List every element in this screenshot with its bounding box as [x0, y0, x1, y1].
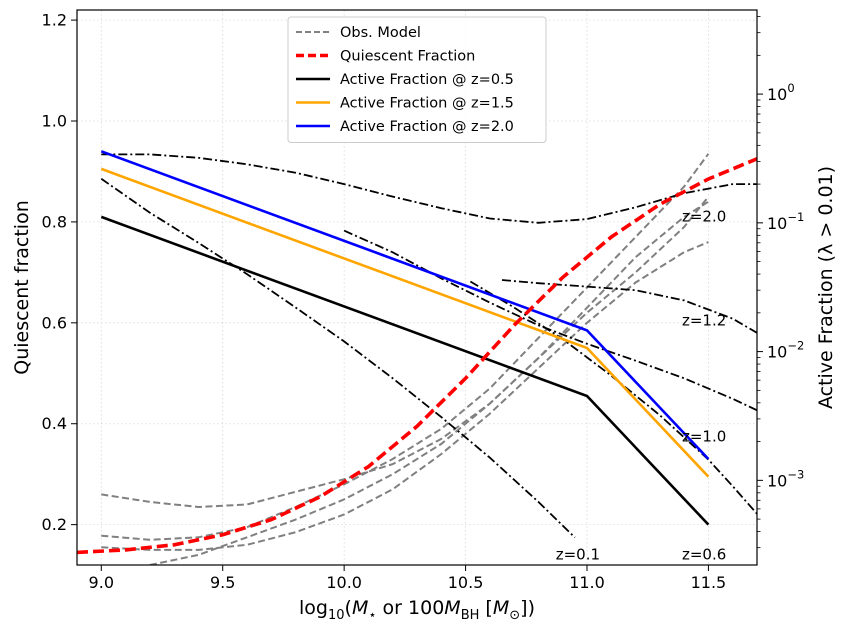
series-layer	[77, 150, 757, 565]
active-fraction-line-2	[100, 150, 710, 460]
y-tick-label-left: 0.6	[42, 313, 67, 332]
legend-label-3: Active Fraction @ z=1.5	[340, 96, 514, 112]
x-tick-label: 9.0	[89, 573, 114, 592]
legend-label-1: Quiescent Fraction	[340, 49, 475, 65]
quiescent-fraction-line	[77, 157, 757, 555]
x-axis-title: log10(M⋆ or 100MBH [M⊙])	[299, 597, 535, 623]
annotation-label: z=1.0	[682, 427, 726, 445]
y-axis-title-right: Active Fraction (λ > 0.01)	[815, 166, 837, 409]
y-tick-label-left: 0.4	[42, 414, 67, 433]
x-tick-label: 10.5	[448, 573, 484, 592]
x-tick-label: 9.5	[210, 573, 235, 592]
annotation-label: z=0.1	[556, 546, 600, 564]
x-tick-label: 11.0	[569, 573, 605, 592]
y-tick-label-left: 1.0	[42, 112, 67, 131]
legend-label-4: Active Fraction @ z=2.0	[340, 119, 514, 135]
active-fraction-line-1	[100, 167, 710, 478]
y-tick-label-left: 0.2	[42, 515, 67, 534]
active-fraction-dashdot-z-1-2	[501, 279, 757, 334]
legend-label-0: Obs. Model	[340, 25, 421, 41]
axes-frame	[76, 9, 758, 566]
active-fraction-dashdot-z-0-1	[100, 178, 576, 539]
y-axis-title-left: Quiescent fraction	[11, 200, 33, 375]
legend: Obs. Model Quiescent Fraction Active Fract…	[287, 16, 547, 143]
y-tick-label-right: 10−3	[767, 467, 804, 490]
x-tick-label: 11.5	[691, 573, 727, 592]
y-tick-label-right: 10−2	[767, 339, 804, 362]
annotation-label: z=1.2	[682, 311, 726, 329]
y-tick-label-right: 100	[767, 81, 795, 104]
x-tick-label: 10.0	[326, 573, 362, 592]
obs-model-line	[101, 153, 710, 541]
obs-model-line	[149, 196, 710, 565]
annotation-label: z=2.0	[682, 208, 726, 226]
annotations: z=2.0 z=1.2 z=1.0 z=0.6 z=0.1	[556, 208, 727, 564]
y-tick-label-left: 1.2	[42, 11, 67, 30]
active-fraction-dashdot-z-2-0	[101, 153, 757, 224]
active-fraction-dashdot-z-0-6	[469, 280, 757, 515]
y-tick-label-right: 10−1	[767, 210, 804, 233]
active-fraction-line-0	[100, 215, 710, 526]
obs-model-line	[101, 200, 709, 509]
active-fraction-dashdot-z-1-0	[343, 229, 757, 412]
ticks: 9.0 9.5 10.0 10.5 11.0 11.5 0.2 0.4 0.6 0.8 1.0 1.2…	[42, 11, 805, 592]
legend-box	[287, 16, 547, 143]
y-tick-label-left: 0.8	[42, 212, 67, 231]
legend-label-2: Active Fraction @ z=0.5	[340, 72, 514, 88]
annotation-label: z=0.6	[682, 546, 726, 564]
